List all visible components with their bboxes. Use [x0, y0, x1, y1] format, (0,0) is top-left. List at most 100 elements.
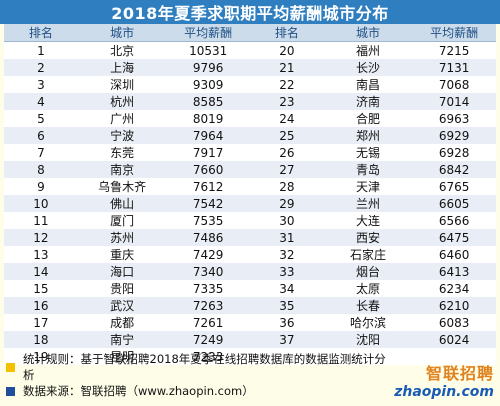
column-header: 平均薪酬 — [166, 24, 250, 42]
column-header: 排名 — [249, 24, 324, 42]
rank-cell: 21 — [249, 59, 324, 76]
salary-cell: 6083 — [412, 314, 496, 331]
rank-cell: 7 — [4, 144, 78, 161]
salary-cell: 7429 — [166, 246, 250, 263]
city-cell: 郑州 — [323, 127, 413, 144]
salary-cell: 7660 — [166, 161, 250, 178]
column-header: 城市 — [77, 24, 167, 42]
salary-cell: 7340 — [166, 263, 250, 280]
salary-cell: 9796 — [166, 59, 250, 76]
rank-cell: 12 — [4, 229, 78, 246]
salary-cell: 6929 — [412, 127, 496, 144]
rank-cell: 3 — [4, 76, 78, 93]
rank-cell: 16 — [4, 297, 78, 314]
note-rule: 统计规则：基于智联招聘2018年夏季在线招聘数据库的数据监测统计分析 — [6, 352, 386, 382]
city-cell: 广州 — [77, 110, 167, 127]
table-row: 4 杭州 8585 23 济南 7014 — [4, 93, 496, 110]
table-row: 3 深圳 9309 22 南昌 7068 — [4, 76, 496, 93]
table-row: 19 昆明 7233 — [4, 348, 496, 365]
salary-cell: 6475 — [412, 229, 496, 246]
city-cell — [323, 348, 413, 365]
salary-table: 排名 城市 平均薪酬 排名 城市 平均薪酬 1 北京 10531 20 福州 7215 2 上… — [4, 24, 496, 365]
salary-cell: 7486 — [166, 229, 250, 246]
rank-cell: 31 — [249, 229, 324, 246]
city-cell: 福州 — [323, 41, 413, 59]
city-cell: 太原 — [323, 280, 413, 297]
salary-cell: 7131 — [412, 59, 496, 76]
rank-cell: 20 — [249, 41, 324, 59]
rank-cell: 17 — [4, 314, 78, 331]
city-cell: 乌鲁木齐 — [77, 178, 167, 195]
rank-cell: 33 — [249, 263, 324, 280]
city-cell: 杭州 — [77, 93, 167, 110]
city-cell: 沈阳 — [323, 331, 413, 348]
salary-cell: 9309 — [166, 76, 250, 93]
salary-cell: 10531 — [166, 41, 250, 59]
table-row: 17 成都 7261 36 哈尔滨 6083 — [4, 314, 496, 331]
city-cell: 武汉 — [77, 297, 167, 314]
city-cell: 海口 — [77, 263, 167, 280]
salary-cell: 7542 — [166, 195, 250, 212]
rank-cell: 22 — [249, 76, 324, 93]
table-row: 11 厦门 7535 30 大连 6566 — [4, 212, 496, 229]
salary-cell: 8019 — [166, 110, 250, 127]
rank-cell: 8 — [4, 161, 78, 178]
salary-cell: 7263 — [166, 297, 250, 314]
city-cell: 重庆 — [77, 246, 167, 263]
salary-cell: 7964 — [166, 127, 250, 144]
table-row: 6 宁波 7964 25 郑州 6929 — [4, 127, 496, 144]
salary-cell: 7068 — [412, 76, 496, 93]
table-row: 15 贵阳 7335 34 太原 6234 — [4, 280, 496, 297]
salary-cell: 6210 — [412, 297, 496, 314]
rank-cell: 35 — [249, 297, 324, 314]
city-cell: 长沙 — [323, 59, 413, 76]
salary-cell: 6963 — [412, 110, 496, 127]
rank-cell: 34 — [249, 280, 324, 297]
salary-cell — [412, 348, 496, 365]
salary-cell: 6460 — [412, 246, 496, 263]
rank-cell — [249, 348, 324, 365]
city-cell: 西安 — [323, 229, 413, 246]
city-cell: 石家庄 — [323, 246, 413, 263]
city-cell: 南昌 — [323, 76, 413, 93]
rank-cell: 29 — [249, 195, 324, 212]
rank-cell: 36 — [249, 314, 324, 331]
zhaopin-logo: 智联招聘 zhaopin.com — [384, 360, 494, 404]
salary-cell: 6765 — [412, 178, 496, 195]
table-row: 1 北京 10531 20 福州 7215 — [4, 41, 496, 59]
square-bullet-icon — [6, 362, 15, 372]
rank-cell: 15 — [4, 280, 78, 297]
salary-cell: 6413 — [412, 263, 496, 280]
rank-cell: 11 — [4, 212, 78, 229]
note-text: 统计规则：基于智联招聘2018年夏季在线招聘数据库的数据监测统计分析 — [23, 352, 386, 382]
rank-cell: 27 — [249, 161, 324, 178]
city-cell: 烟台 — [323, 263, 413, 280]
salary-cell: 7249 — [166, 331, 250, 348]
city-cell: 兰州 — [323, 195, 413, 212]
salary-cell: 7917 — [166, 144, 250, 161]
rank-cell: 26 — [249, 144, 324, 161]
table-row: 7 东莞 7917 26 无锡 6928 — [4, 144, 496, 161]
salary-cell: 7233 — [166, 348, 250, 365]
logo-name: 智联招聘 — [425, 364, 494, 383]
salary-cell: 6566 — [412, 212, 496, 229]
column-header: 平均薪酬 — [412, 24, 496, 42]
note-text: 数据来源：智联招聘（www.zhaopin.com） — [23, 384, 254, 398]
table-row: 18 南宁 7249 37 沈阳 6024 — [4, 331, 496, 348]
table-row: 9 乌鲁木齐 7612 28 天津 6765 — [4, 178, 496, 195]
table-row: 13 重庆 7429 32 石家庄 6460 — [4, 246, 496, 263]
city-cell: 苏州 — [77, 229, 167, 246]
city-cell: 深圳 — [77, 76, 167, 93]
city-cell: 合肥 — [323, 110, 413, 127]
rank-cell: 4 — [4, 93, 78, 110]
rank-cell: 25 — [249, 127, 324, 144]
salary-cell: 6842 — [412, 161, 496, 178]
rank-cell: 5 — [4, 110, 78, 127]
rank-cell: 32 — [249, 246, 324, 263]
page-title: 2018年夏季求职期平均薪酬城市分布 — [0, 0, 500, 24]
city-cell: 上海 — [77, 59, 167, 76]
rank-cell: 2 — [4, 59, 78, 76]
salary-cell: 7014 — [412, 93, 496, 110]
city-cell: 佛山 — [77, 195, 167, 212]
rank-cell: 13 — [4, 246, 78, 263]
